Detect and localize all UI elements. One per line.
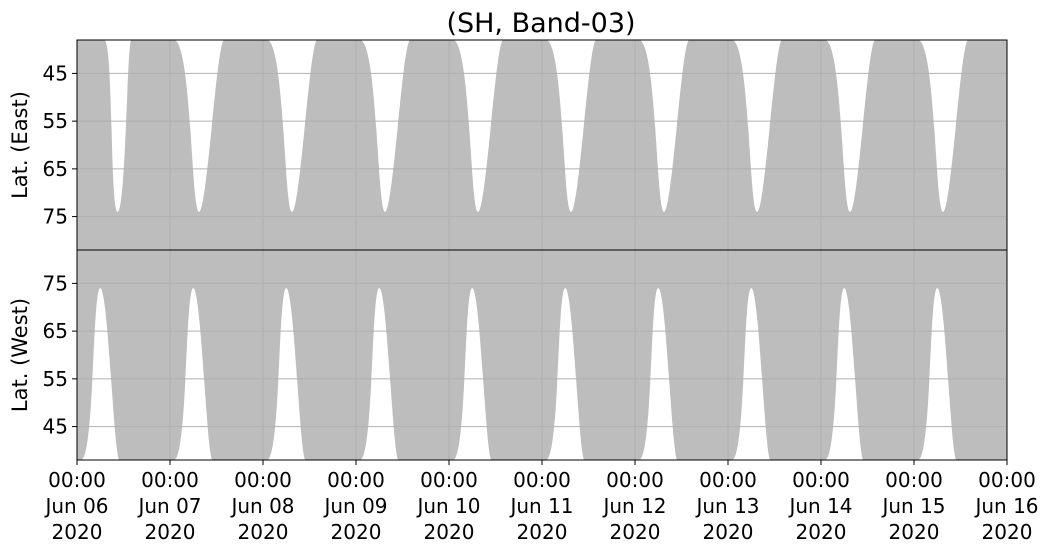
x-tick-label: 00:00 <box>513 468 571 492</box>
east-white-gap <box>545 40 597 212</box>
y-tick-label: 65 <box>43 319 68 343</box>
y-tick-label: 75 <box>43 271 68 295</box>
x-tick-label: 00:00 <box>420 468 478 492</box>
east-white-gap <box>824 40 876 212</box>
x-tick-label: Jun 14 <box>787 494 852 518</box>
x-tick-label: Jun 08 <box>229 494 294 518</box>
east-panel: 45 55 65 75 Lat. (East) <box>8 39 1008 251</box>
west-yticks: 75 65 55 45 <box>43 271 77 439</box>
east-white-gap <box>359 40 411 212</box>
west-white-gap <box>359 288 399 460</box>
y-tick-label: 45 <box>43 61 68 85</box>
east-white-gap <box>917 40 969 212</box>
x-tick-label: 2020 <box>982 520 1033 544</box>
x-tick-label: Jun 09 <box>322 494 387 518</box>
x-tick-label: Jun 10 <box>415 494 480 518</box>
x-tick-label: Jun 15 <box>880 494 945 518</box>
x-tick-label: 00:00 <box>885 468 943 492</box>
y-tick-label: 55 <box>43 109 68 133</box>
east-white-gap <box>452 40 504 212</box>
y-tick-label: 45 <box>43 415 68 439</box>
x-tick-label: Jun 13 <box>694 494 759 518</box>
west-white-gap <box>638 288 678 460</box>
x-tick-label: Jun 07 <box>136 494 201 518</box>
x-tick-label: 2020 <box>331 520 382 544</box>
x-tick-label: Jun 06 <box>43 494 108 518</box>
x-tick-label: 2020 <box>424 520 475 544</box>
x-tick-label: 00:00 <box>141 468 199 492</box>
west-white-gap <box>173 288 213 460</box>
x-tick-label: 00:00 <box>792 468 850 492</box>
x-tick-label: 00:00 <box>48 468 106 492</box>
west-white-gap <box>80 288 120 460</box>
x-tick-label: 2020 <box>889 520 940 544</box>
west-ylabel: Lat. (West) <box>8 298 32 412</box>
x-tick-label: 2020 <box>610 520 661 544</box>
chart-title: (SH, Band-03) <box>446 8 635 39</box>
east-white-gap <box>173 40 225 212</box>
east-white-gap <box>638 40 690 212</box>
west-white-gap <box>917 288 957 460</box>
y-tick-label: 75 <box>43 205 68 229</box>
x-tick-label: 00:00 <box>978 468 1036 492</box>
west-white-gap <box>731 288 771 460</box>
y-tick-label: 55 <box>43 367 68 391</box>
east-white-gap <box>731 40 783 212</box>
x-tick-label: 2020 <box>703 520 754 544</box>
x-tick-label: Jun 11 <box>508 494 573 518</box>
x-tick-label: Jun 12 <box>601 494 666 518</box>
x-tick-label: 2020 <box>238 520 289 544</box>
x-tick-label: Jun 16 <box>973 494 1038 518</box>
x-tick-label: 00:00 <box>606 468 664 492</box>
west-white-gap <box>824 288 864 460</box>
east-white-gap <box>104 40 132 212</box>
x-tick-label: 2020 <box>796 520 847 544</box>
west-panel: 75 65 55 45 Lat. (West) <box>8 249 1008 461</box>
east-yticks: 45 55 65 75 <box>43 61 77 229</box>
west-white-gap <box>266 288 306 460</box>
x-tick-label: 00:00 <box>699 468 757 492</box>
west-white-gap <box>545 288 585 460</box>
west-gaps <box>80 288 957 460</box>
east-white-gap <box>266 40 318 212</box>
east-gaps <box>104 40 969 212</box>
east-ylabel: Lat. (East) <box>8 91 32 199</box>
x-tick-label: 2020 <box>52 520 103 544</box>
x-tick-label: 00:00 <box>327 468 385 492</box>
y-tick-label: 65 <box>43 157 68 181</box>
x-tick-label: 2020 <box>145 520 196 544</box>
x-tick-label: 00:00 <box>234 468 292 492</box>
west-white-gap <box>452 288 492 460</box>
x-tick-label: 2020 <box>517 520 568 544</box>
